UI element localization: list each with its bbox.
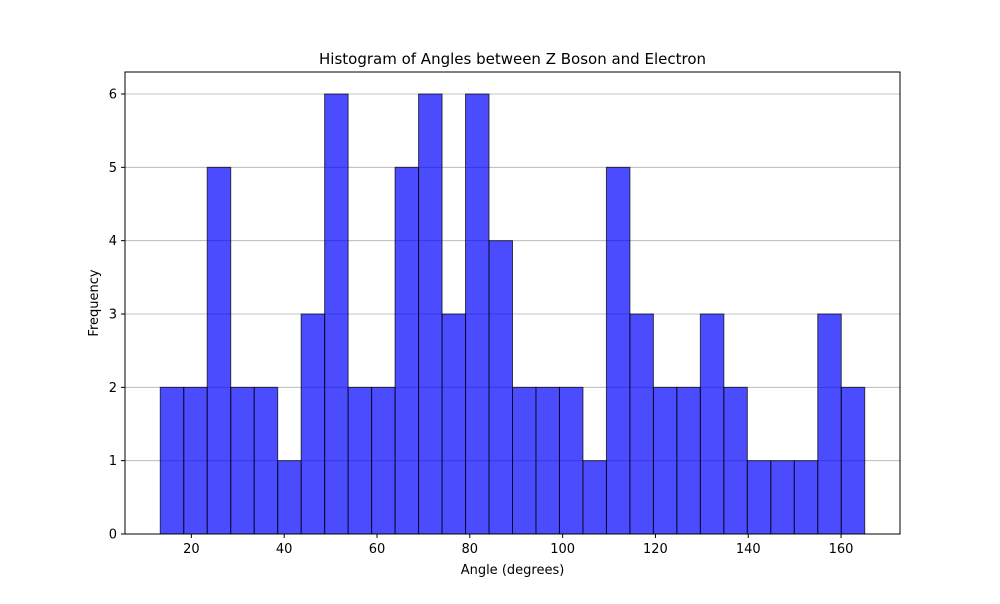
histogram-bar [324, 93, 349, 535]
x-axis-ticks: 20 40 60 80 100 120 140 160 [183, 534, 853, 557]
histogram-bar [418, 93, 443, 535]
plot-area-frame [124, 71, 901, 535]
histogram-bar [371, 386, 396, 535]
histogram-bar [652, 386, 678, 535]
x-axis-label: Angle (degrees) [461, 563, 565, 578]
x-tick-label: 80 [462, 542, 479, 557]
histogram-bar [676, 386, 701, 535]
histogram-bar [512, 386, 537, 535]
histogram-bar [253, 386, 279, 535]
chart-title: Histogram of Angles between Z Boson and … [319, 50, 706, 68]
y-tick-label: 4 [109, 234, 117, 249]
histogram-bar [629, 313, 654, 535]
histogram-bar [277, 460, 302, 535]
y-tick-label: 3 [109, 308, 117, 323]
histogram-bar [347, 386, 373, 535]
histogram-bar [699, 313, 725, 535]
histogram-bars [159, 93, 866, 535]
x-tick-label: 100 [550, 542, 575, 557]
histogram-bar [206, 166, 232, 535]
x-tick-label: 40 [276, 542, 293, 557]
x-tick-label: 160 [829, 542, 854, 557]
histogram-bar [159, 386, 185, 535]
histogram-bar [394, 166, 420, 535]
histogram-bar [605, 166, 631, 535]
y-tick-label: 6 [109, 88, 117, 103]
histogram-bar [817, 313, 842, 535]
histogram-bar [770, 460, 795, 535]
y-tick-label: 5 [109, 161, 117, 176]
histogram-bar [793, 460, 819, 535]
y-tick-label: 1 [109, 454, 117, 469]
y-tick-label: 0 [109, 528, 117, 543]
y-axis-ticks: 0 1 2 3 4 5 6 [109, 88, 125, 543]
histogram-bar [183, 386, 208, 535]
x-tick-label: 20 [183, 542, 200, 557]
x-tick-label: 60 [369, 542, 386, 557]
histogram-bar [230, 386, 255, 535]
histogram-bar [723, 386, 748, 535]
histogram-bar [582, 460, 607, 535]
histogram-bar [488, 240, 514, 535]
histogram-bar [465, 93, 490, 535]
histogram-bar [746, 460, 772, 535]
y-tick-label: 2 [109, 381, 117, 396]
histogram-bar [441, 313, 467, 535]
histogram-bar [558, 386, 584, 535]
histogram-bar [300, 313, 326, 535]
x-tick-label: 140 [736, 542, 761, 557]
histogram-bar [535, 386, 560, 535]
histogram-bar [840, 386, 866, 535]
y-axis-label: Frequency [87, 269, 102, 336]
x-tick-label: 120 [643, 542, 668, 557]
